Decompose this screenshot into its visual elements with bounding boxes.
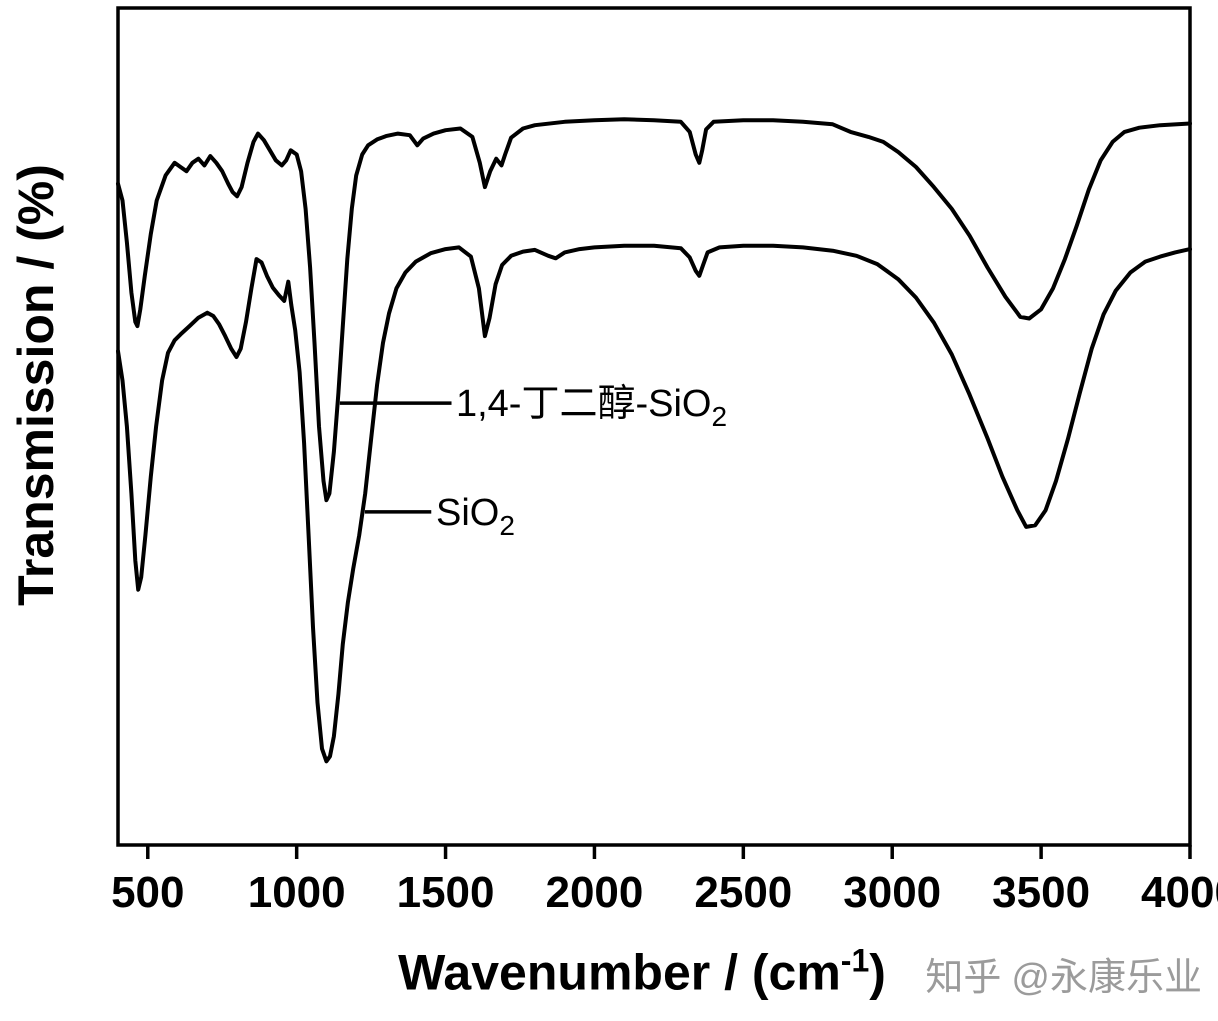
plot-border [116, 6, 1192, 847]
x-tick-label: 4000 [1141, 868, 1218, 917]
curve-butanediol-sio2 [116, 117, 1192, 503]
x-axis-label-close: ) [869, 944, 886, 1001]
x-tick-label: 2000 [545, 868, 643, 917]
y-axis-label: Transmission / (%) [7, 164, 65, 606]
x-axis-label-superscript: -1 [840, 942, 870, 979]
watermark-brand: 知乎 [925, 957, 1002, 999]
curve-sio2 [116, 243, 1192, 764]
watermark-handle: @永康乐业 [1011, 957, 1202, 999]
x-axis-label: Wavenumber / (cm-1) [398, 943, 886, 1002]
annotation-butanediol-sio2: 1,4-丁二醇-SiO2 [456, 383, 727, 432]
x-tick-label: 3000 [843, 868, 941, 917]
x-axis-label-base: Wavenumber / (cm [398, 944, 841, 1001]
x-tick-label: 1000 [248, 868, 346, 917]
x-tick-label: 500 [111, 868, 184, 917]
x-tick-label: 2500 [694, 868, 792, 917]
x-tick-label: 1500 [397, 868, 495, 917]
x-tick-label: 3500 [992, 868, 1090, 917]
annotation-sio2: SiO2 [436, 492, 515, 541]
y-axis-label-text: Transmission / (%) [8, 164, 64, 606]
watermark: 知乎 @永康乐业 [925, 946, 1202, 1001]
